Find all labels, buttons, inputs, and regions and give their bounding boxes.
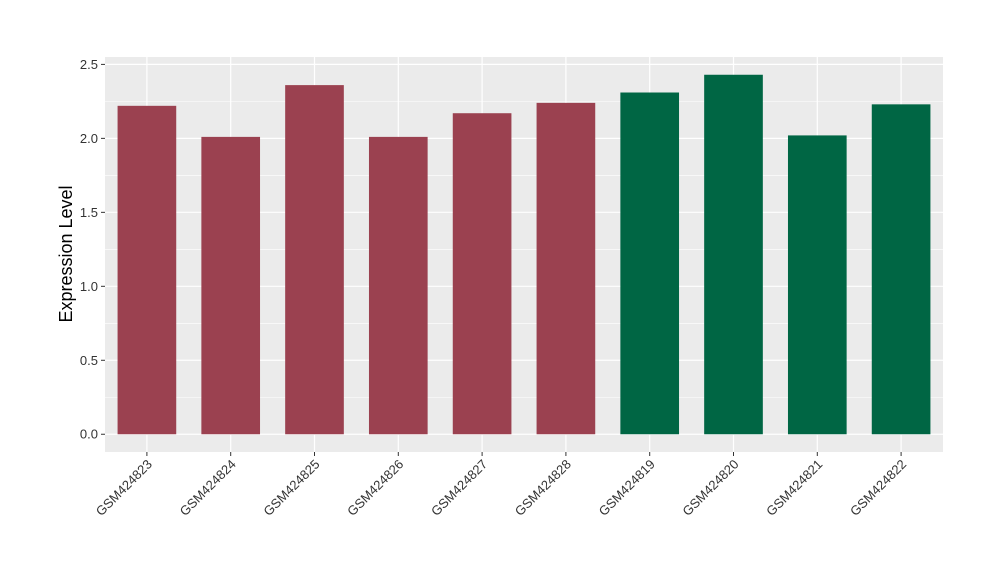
bar-GSM424821 (787, 135, 847, 435)
y-axis-title: Expression Level (56, 185, 76, 322)
x-tick-label: GSM424827 (428, 457, 490, 519)
x-tick-label: GSM424821 (763, 457, 825, 519)
bar-GSM424824 (201, 136, 261, 435)
y-tick-label: 1.5 (80, 205, 98, 220)
bar-GSM424826 (368, 136, 428, 435)
x-tick-label: GSM424826 (344, 457, 406, 519)
bar-GSM424819 (620, 92, 680, 435)
y-tick-label: 0.0 (80, 427, 98, 442)
x-tick-label: GSM424822 (847, 457, 909, 519)
bar-GSM424822 (871, 104, 931, 435)
bar-GSM424827 (452, 113, 512, 435)
y-tick-label: 2.5 (80, 57, 98, 72)
x-tick-label: GSM424819 (596, 457, 658, 519)
x-tick-label: GSM424820 (679, 457, 741, 519)
x-tick-label: GSM424824 (177, 457, 239, 519)
y-tick-label: 0.5 (80, 353, 98, 368)
bar-GSM424828 (536, 102, 596, 435)
bars (117, 74, 931, 435)
y-axis: 0.0 0.5 1.0 1.5 2.0 2.5 (80, 57, 105, 442)
bar-GSM424823 (117, 105, 177, 435)
x-tick-label: GSM424825 (260, 457, 322, 519)
bar-GSM424820 (704, 74, 763, 435)
y-tick-label: 2.0 (80, 131, 98, 146)
bar-GSM424825 (285, 85, 344, 435)
x-axis: GSM424823 GSM424824 GSM424825 GSM424826 GSM4… (93, 452, 909, 519)
x-tick-label: GSM424828 (512, 457, 574, 519)
y-tick-label: 1.0 (80, 279, 98, 294)
x-tick-label: GSM424823 (93, 457, 155, 519)
